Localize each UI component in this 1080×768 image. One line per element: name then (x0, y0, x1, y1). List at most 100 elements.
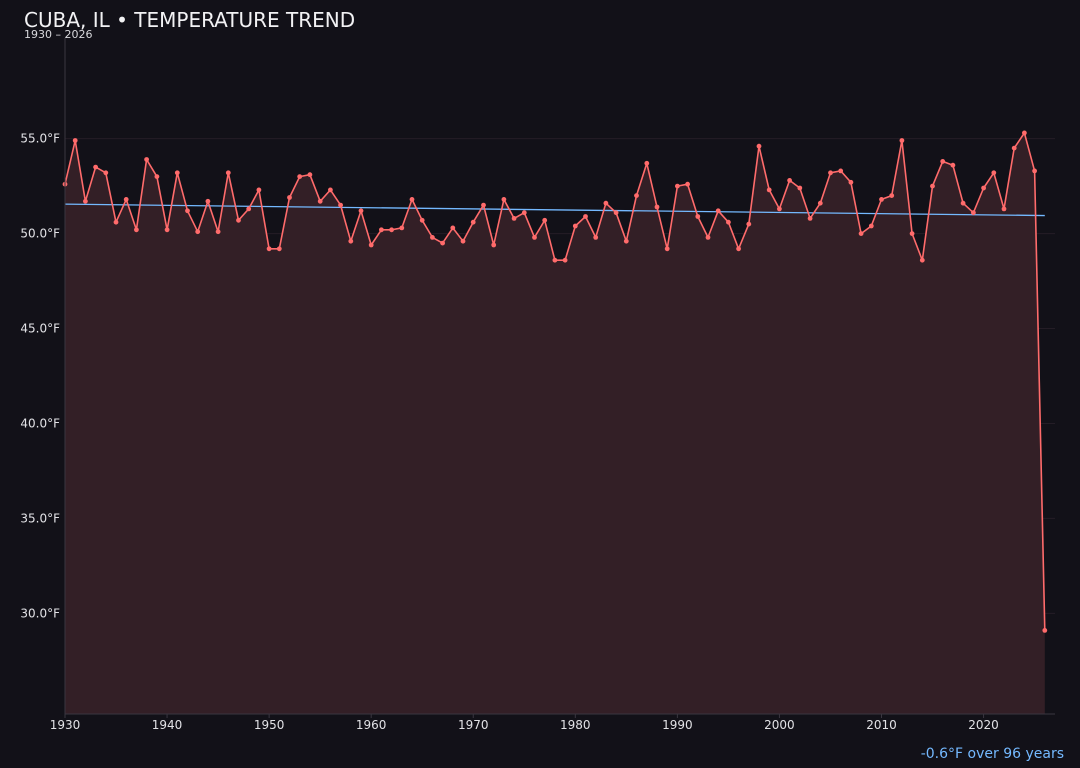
data-point (675, 183, 680, 189)
data-point (950, 162, 956, 168)
data-point (726, 219, 731, 225)
data-point (1011, 145, 1017, 151)
data-point (960, 200, 966, 206)
data-point (705, 235, 711, 240)
data-point (93, 164, 98, 170)
y-tick-label: 45.0°F (20, 322, 60, 336)
data-point (797, 185, 803, 191)
data-point (154, 174, 160, 180)
data-point (205, 198, 211, 204)
x-tick-label: 1990 (662, 718, 693, 732)
data-point (317, 198, 323, 204)
data-point (593, 235, 599, 240)
data-point (746, 221, 752, 227)
data-point (909, 231, 915, 237)
data-point (542, 217, 548, 223)
data-point (164, 227, 170, 233)
data-point (236, 217, 241, 223)
data-point (991, 170, 997, 176)
data-point (766, 187, 772, 193)
data-point (481, 202, 486, 208)
data-point (562, 257, 568, 263)
data-point (603, 200, 609, 206)
data-point (113, 219, 119, 225)
trend-summary: -0.6°F over 96 years (920, 746, 1064, 762)
data-point (889, 193, 895, 199)
data-point (307, 172, 313, 178)
data-point (715, 208, 721, 214)
x-tick-label: 1950 (254, 718, 285, 732)
data-point (817, 200, 823, 206)
data-point (83, 198, 88, 204)
data-point (613, 210, 619, 216)
x-axis-ticks: 1930 1940 1950 1960 1970 1980 1990 2000 2010 2020 (50, 714, 999, 732)
trend-line (64, 203, 1045, 217)
data-point (736, 246, 741, 252)
data-point (838, 168, 844, 174)
data-point (144, 157, 150, 162)
data-point (695, 214, 701, 219)
data-point (552, 257, 558, 263)
data-point (470, 219, 476, 225)
data-point (287, 195, 292, 200)
temperature-area (65, 132, 1045, 714)
y-tick-label: 40.0°F (20, 416, 60, 430)
data-point (399, 225, 405, 231)
data-point (634, 193, 639, 199)
data-point (256, 187, 262, 193)
data-point (981, 185, 986, 191)
x-tick-label: 1970 (458, 718, 489, 732)
data-point (195, 229, 201, 235)
x-tick-label: 1960 (356, 718, 387, 732)
data-point (1001, 206, 1007, 212)
data-point (828, 170, 833, 176)
data-point (430, 235, 435, 240)
data-point (899, 138, 905, 143)
data-point (521, 210, 527, 216)
y-tick-label: 30.0°F (20, 606, 60, 620)
chart-subtitle: 1930 – 2026 (24, 28, 93, 41)
data-point (215, 229, 221, 235)
x-tick-label: 2010 (866, 718, 897, 732)
data-point (409, 197, 415, 202)
data-point (664, 246, 670, 252)
data-point (848, 179, 854, 185)
data-point (348, 238, 354, 244)
data-point (460, 238, 466, 244)
data-point (419, 217, 425, 223)
data-point (491, 242, 497, 248)
data-point (174, 170, 180, 176)
data-point (971, 210, 976, 216)
data-point (685, 181, 690, 187)
data-point (103, 170, 109, 176)
data-point (1042, 628, 1048, 633)
data-point (787, 178, 792, 183)
data-point (940, 159, 946, 164)
data-point (756, 143, 762, 149)
data-point (572, 223, 578, 229)
data-point (225, 170, 231, 176)
data-point (379, 227, 384, 233)
y-axis-ticks: 30.0°F 35.0°F 40.0°F 45.0°F 50.0°F 55.0°F (20, 132, 60, 621)
data-point (919, 257, 925, 263)
data-point (807, 216, 813, 221)
y-tick-label: 35.0°F (20, 511, 60, 525)
data-point (583, 214, 588, 219)
data-point (440, 240, 445, 246)
data-points (62, 130, 1048, 633)
data-point (532, 235, 537, 240)
data-point (276, 246, 282, 252)
data-point (868, 223, 874, 229)
data-point (246, 206, 252, 212)
x-tick-label: 1940 (152, 718, 183, 732)
data-point (654, 204, 660, 210)
data-point (644, 160, 650, 166)
data-point (501, 197, 507, 202)
data-point (1032, 168, 1037, 174)
x-tick-label: 2000 (764, 718, 795, 732)
data-point (858, 231, 864, 237)
data-point (266, 246, 272, 252)
data-point (1022, 130, 1027, 136)
data-point (879, 197, 884, 202)
